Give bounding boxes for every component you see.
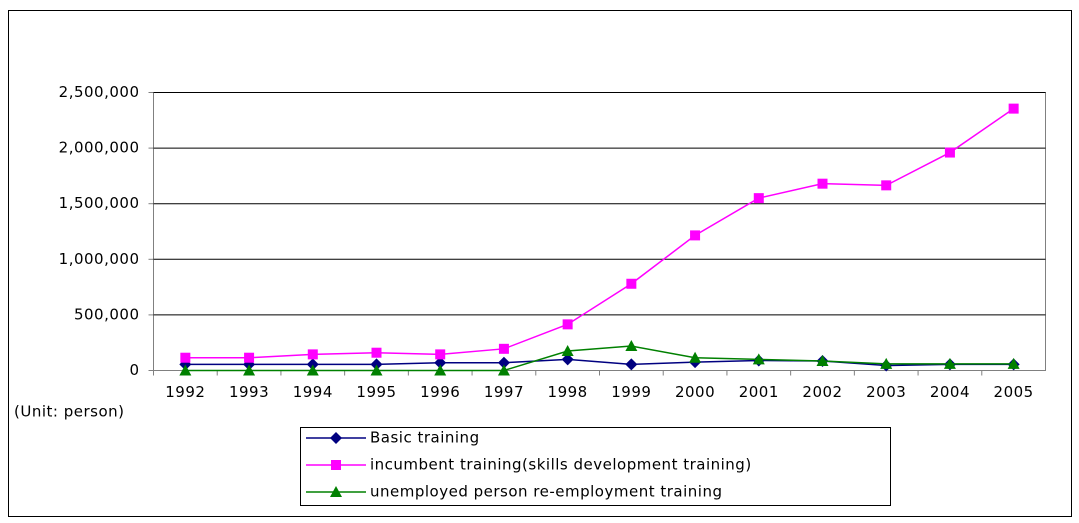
- series-line: [185, 358, 1014, 367]
- legend-label: incumbent training(skills development tr…: [370, 456, 752, 474]
- x-tick-label: 2002: [802, 383, 842, 401]
- data-point: [817, 178, 828, 189]
- y-tick-label: 1,500,000: [59, 194, 140, 212]
- legend-label: unemployed person re-employment training: [370, 483, 722, 501]
- x-tick-label: 1997: [484, 383, 524, 401]
- plot-area: [153, 92, 1046, 371]
- data-point: [880, 357, 893, 369]
- x-tick-label: 1994: [293, 383, 333, 401]
- data-point: [434, 364, 447, 376]
- x-tick-label: 1995: [356, 383, 396, 401]
- data-point: [816, 355, 829, 367]
- legend-label: Basic training: [370, 429, 480, 447]
- data-point: [625, 358, 638, 371]
- data-point: [943, 357, 956, 369]
- data-point: [881, 180, 892, 191]
- x-tick-label: 2000: [675, 383, 715, 401]
- x-tick-label: 2005: [994, 383, 1034, 401]
- data-point: [435, 349, 446, 360]
- legend-marker: [330, 432, 342, 444]
- data-point: [307, 349, 318, 360]
- data-point: [434, 356, 447, 369]
- data-point: [306, 364, 319, 376]
- data-point: [625, 340, 638, 352]
- legend: [300, 427, 891, 506]
- data-point: [689, 351, 702, 363]
- data-point: [244, 352, 255, 363]
- data-point: [561, 353, 574, 366]
- series-line: [185, 345, 1014, 372]
- y-tick-label: 0: [129, 361, 139, 379]
- y-tick-label: 2,000,000: [59, 139, 140, 157]
- data-point: [306, 358, 319, 371]
- data-point: [370, 358, 383, 371]
- x-tick-label: 1999: [611, 383, 651, 401]
- data-point: [243, 364, 256, 376]
- x-tick-label: 1993: [229, 383, 269, 401]
- y-tick-label: 500,000: [74, 305, 140, 323]
- x-tick-label: 2004: [930, 383, 970, 401]
- legend-marker: [331, 460, 341, 470]
- data-point: [497, 356, 510, 369]
- data-point: [753, 193, 764, 204]
- data-point: [690, 230, 701, 241]
- data-point: [561, 345, 574, 357]
- legend-marker: [330, 486, 342, 497]
- y-tick-label: 2,500,000: [59, 83, 140, 101]
- data-point: [944, 147, 955, 158]
- data-point: [371, 347, 382, 358]
- x-tick-label: 2001: [739, 383, 779, 401]
- data-point: [497, 364, 510, 376]
- y-tick-label: 1,000,000: [59, 250, 140, 268]
- data-point: [626, 278, 637, 289]
- x-tick-label: 1996: [420, 383, 460, 401]
- data-point: [752, 353, 765, 365]
- data-point: [562, 319, 573, 330]
- data-point: [180, 352, 191, 363]
- data-point: [370, 364, 383, 376]
- x-tick-label: 1998: [548, 383, 588, 401]
- data-point: [498, 343, 509, 354]
- data-point: [1007, 357, 1020, 369]
- x-tick-label: 1992: [165, 383, 205, 401]
- series-line: [185, 108, 1015, 359]
- data-point: [179, 364, 192, 376]
- x-tick-label: 2003: [866, 383, 906, 401]
- unit-note: (Unit: person): [14, 403, 124, 421]
- data-point: [1008, 103, 1019, 114]
